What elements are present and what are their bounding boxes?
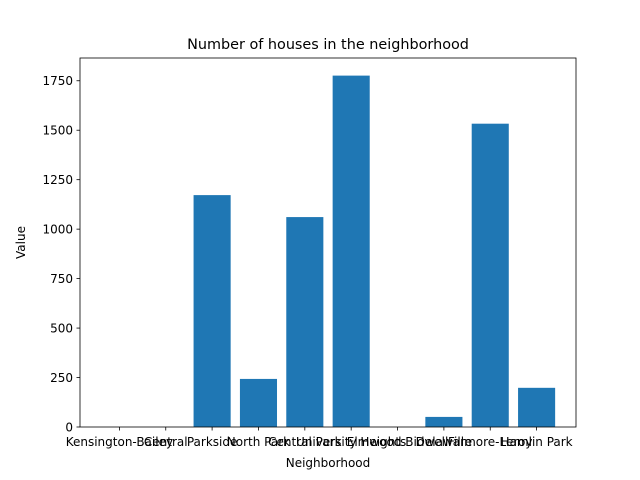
- bar-central-park: [286, 217, 324, 427]
- y-axis-label: Value: [14, 226, 28, 259]
- x-tick-label: Central: [144, 435, 188, 449]
- bar-university-heights: [332, 75, 370, 428]
- y-tick-label: 1000: [42, 222, 73, 236]
- x-tick-label: Fillmore-Leroy: [448, 435, 532, 449]
- x-tick-label: Hamlin Park: [501, 435, 573, 449]
- bar-fillmore-leroy: [471, 123, 509, 427]
- y-axis-ticks: 0 250 500 750 1000 1250 1500 1750: [42, 74, 80, 434]
- y-tick-label: 250: [50, 371, 73, 385]
- x-tick-label: University Heights: [296, 435, 406, 449]
- x-tick-label: Elmwood Bidwell: [347, 435, 449, 449]
- y-tick-label: 1750: [42, 74, 73, 88]
- bar-parkside: [193, 195, 231, 427]
- x-tick-label: North Park: [227, 435, 290, 449]
- bar-delaware: [425, 416, 463, 427]
- x-tick-label: Central Park: [268, 435, 341, 449]
- bar-hamlin-park: [518, 387, 556, 427]
- x-axis-label: Neighborhood: [286, 456, 371, 470]
- y-tick-label: 1500: [42, 124, 73, 138]
- y-tick-label: 1250: [42, 173, 73, 187]
- x-tick-label: Delaware: [416, 435, 473, 449]
- plot-frame: [79, 57, 577, 428]
- x-tick-label: Kensington-Bailey: [66, 435, 173, 449]
- y-tick-label: 750: [50, 272, 73, 286]
- chart-title: Number of houses in the neighborhood: [187, 37, 469, 53]
- bar-north-park: [239, 378, 278, 427]
- x-tick-label: Parkside: [187, 435, 238, 449]
- bars-group: [193, 75, 556, 428]
- y-tick-label: 500: [50, 321, 73, 335]
- y-tick-label: 0: [65, 420, 73, 434]
